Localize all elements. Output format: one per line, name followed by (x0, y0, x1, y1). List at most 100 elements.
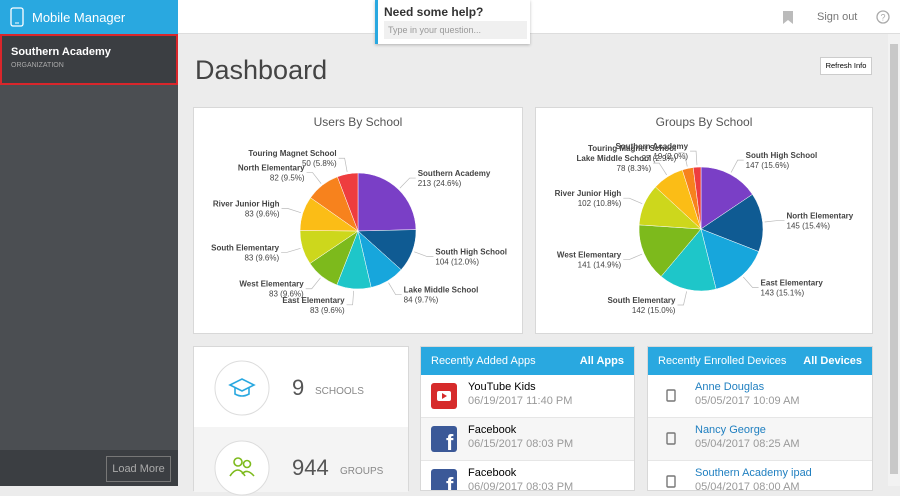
page-title: Dashboard (195, 55, 328, 85)
pie-slice (337, 172, 359, 232)
chart-card: Groups By School South High School 147 (15… (535, 107, 873, 334)
help-icon[interactable]: ? (876, 10, 890, 24)
app-icon: f (431, 469, 457, 490)
list-item[interactable]: f Facebook 06/15/2017 08:03 PM (421, 418, 634, 461)
chart-card: Users By School Southern Academy 213 (24.6… (193, 107, 523, 334)
leader-line (743, 276, 759, 288)
scrollbar (888, 34, 900, 486)
leader-line (281, 247, 301, 253)
slice-value: 83 (9.6%) (310, 306, 345, 315)
slice-value: 104 (12.0%) (435, 258, 479, 267)
slice-label: West Elementary (557, 251, 622, 260)
slice-label: South High School (435, 248, 507, 257)
leader-line (305, 277, 321, 290)
load-more[interactable]: Load More (106, 456, 171, 482)
list-item[interactable]: YouTube Kids 06/19/2017 11:40 PM (421, 375, 634, 418)
leader-line (653, 162, 667, 176)
apps-link[interactable]: All Apps (579, 355, 624, 367)
slice-value: 142 (15.0%) (632, 306, 676, 315)
slice-value: 213 (24.6%) (418, 179, 462, 188)
chart-title: Users By School (314, 115, 403, 129)
slice-label: Touring Magnet School (248, 149, 336, 158)
slice-label: South High School (746, 151, 818, 160)
device-icon (658, 469, 684, 490)
slice-label: Touring Magnet School (588, 144, 676, 153)
item-name: YouTube Kids (468, 381, 536, 393)
slice-value: 145 (15.4%) (787, 221, 831, 230)
item-name: Anne Douglas (695, 381, 765, 393)
device-icon (658, 383, 684, 414)
svg-text:f: f (446, 430, 454, 452)
slice-label: East Elementary (282, 296, 345, 305)
slice-value: 84 (9.7%) (404, 296, 439, 305)
device-icon (658, 426, 684, 457)
svg-text:?: ? (880, 13, 885, 23)
item-date: 05/04/2017 08:25 AM (695, 438, 800, 450)
pie-slice (638, 224, 702, 277)
leader-line (764, 220, 785, 223)
slice-label: Lake Middle School (577, 154, 652, 163)
slice-label: River Junior High (555, 189, 622, 198)
app-icon (431, 383, 457, 414)
slice-label: Southern Academy (418, 169, 491, 178)
org-label: ORGANIZATION (11, 62, 64, 69)
item-name: Facebook (468, 424, 517, 436)
leader-line (306, 172, 322, 184)
leader-line (281, 208, 301, 213)
slice-label: River Junior High (213, 199, 280, 208)
slice-label: Lake Middle School (404, 286, 479, 295)
leader-line (690, 150, 698, 166)
slice-label: North Elementary (238, 164, 305, 173)
leader-line (678, 152, 688, 167)
leader-line (677, 291, 687, 306)
top-bar: Sign out ? (178, 0, 900, 34)
devices-link[interactable]: All Devices (803, 355, 862, 367)
sign-out[interactable]: Sign out (817, 11, 858, 23)
list-item[interactable]: Nancy George 05/04/2017 08:25 AM (648, 418, 872, 461)
slice-value: 82 (9.5%) (270, 174, 305, 183)
item-date: 05/04/2017 08:00 AM (695, 481, 800, 491)
slice-label: Southern Academy (615, 142, 688, 151)
organization[interactable]: Southern Academy ORGANIZATION (0, 34, 178, 85)
help-box: Need some help? Type in your question... (375, 0, 530, 44)
leader-line (623, 197, 643, 205)
pie-slice (692, 166, 702, 230)
item-date: 06/09/2017 08:03 PM (468, 481, 574, 491)
slice-value: 143 (15.1%) (761, 289, 805, 298)
slice-label: South Elementary (607, 296, 676, 305)
stat-value: 944 (292, 455, 329, 480)
brand-bar: Mobile Manager (0, 0, 178, 34)
slice-value: 141 (14.9%) (578, 261, 622, 270)
devices-card: Recently Enrolled Devices All Devices Ann… (647, 346, 873, 491)
refresh-button[interactable]: Refresh Info (820, 57, 872, 75)
slice-value: 83 (9.6%) (244, 253, 279, 262)
stat-label: SCHOOLS (315, 386, 364, 397)
slice-value: 83 (9.6%) (269, 290, 304, 299)
brand: Mobile Manager (32, 10, 126, 25)
item-name: Nancy George (695, 424, 766, 436)
bookmark-icon[interactable] (783, 11, 793, 24)
slice-value: 102 (10.8%) (578, 199, 622, 208)
list-item[interactable]: Anne Douglas 05/05/2017 10:09 AM (648, 375, 872, 418)
item-date: 06/15/2017 08:03 PM (468, 438, 574, 450)
slice-label: West Elementary (239, 280, 304, 289)
help-input[interactable]: Type in your question... (384, 21, 527, 39)
pie-slice (357, 172, 417, 232)
leader-line (399, 177, 416, 189)
slice-label: South Elementary (211, 243, 280, 252)
pie-slice (660, 228, 717, 292)
phone-icon (10, 7, 24, 27)
list-item[interactable]: f Facebook 06/09/2017 08:03 PM (421, 461, 634, 491)
school-icon (214, 360, 270, 416)
slice-value: 50 (5.8%) (302, 159, 337, 168)
item-date: 06/19/2017 11:40 PM (468, 395, 573, 407)
apps-header: Recently Added Apps All Apps (421, 347, 634, 375)
help-title: Need some help? (384, 5, 484, 19)
list-item[interactable]: Southern Academy ipad 05/04/2017 08:00 AM (648, 461, 872, 491)
chart-title: Groups By School (656, 115, 753, 129)
slice-value: 27 (2.9%) (642, 154, 677, 163)
leader-line (414, 251, 434, 258)
pie-slice (700, 166, 753, 230)
app-icon: f (431, 426, 457, 457)
